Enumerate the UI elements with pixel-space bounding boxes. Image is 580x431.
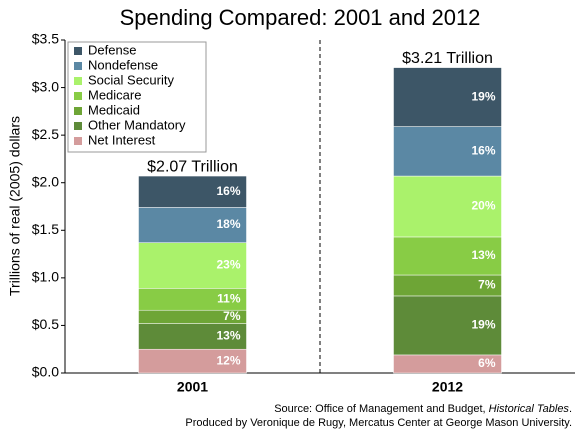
bar-segment — [393, 67, 502, 127]
share-label: 19% — [471, 318, 495, 332]
share-label: 18% — [216, 217, 240, 231]
source-text: Source: Office of Management and Budget, — [274, 403, 488, 415]
legend-label: Nondefense — [88, 57, 158, 72]
total-label: $3.21 Trillion — [402, 50, 493, 67]
legend-swatch — [74, 137, 82, 145]
share-label: 16% — [471, 143, 495, 157]
x-tick-label: 2012 — [432, 379, 463, 395]
legend-label: Medicare — [88, 87, 141, 102]
legend-swatch — [74, 92, 82, 100]
legend-label: Net Interest — [88, 132, 156, 147]
legend-label: Other Mandatory — [88, 117, 186, 132]
credit: Produced by Veronique de Rugy, Mercatus … — [185, 417, 572, 429]
share-label: 13% — [216, 329, 240, 343]
y-tick-label: $0.5 — [32, 316, 59, 332]
y-tick-label: $0.0 — [32, 364, 59, 380]
share-label: 12% — [216, 353, 240, 367]
legend-swatch — [74, 107, 82, 115]
bar-segment — [138, 323, 247, 350]
share-label: 7% — [223, 309, 241, 323]
legend-label: Defense — [88, 42, 136, 57]
legend-box — [67, 41, 207, 153]
y-tick-label: $1.5 — [32, 221, 59, 237]
y-tick-label: $1.0 — [32, 269, 59, 285]
legend-label: Medicaid — [88, 102, 140, 117]
y-tick-label: $2.0 — [32, 173, 59, 189]
share-label: 23% — [216, 258, 240, 272]
y-axis-label: Trillions of real (2005) dollars — [7, 116, 23, 296]
source: Source: Office of Management and Budget,… — [274, 403, 572, 415]
y-tick-label: $2.5 — [32, 126, 59, 142]
share-label: 13% — [471, 248, 495, 262]
source-suffix: . — [569, 403, 572, 415]
x-tick-label: 2001 — [177, 379, 208, 395]
share-label: 16% — [216, 184, 240, 198]
legend-label: Social Security — [88, 72, 174, 87]
legend-swatch — [74, 62, 82, 70]
legend-swatch — [74, 77, 82, 85]
chart-title: Spending Compared: 2001 and 2012 — [120, 5, 481, 30]
bar-segment — [138, 175, 247, 208]
bar-segment — [393, 295, 502, 356]
y-tick-label: $3.0 — [32, 78, 59, 94]
share-label: 6% — [478, 356, 496, 370]
legend-swatch — [74, 47, 82, 55]
bar-segment — [138, 242, 247, 289]
bar-segment — [393, 126, 502, 177]
y-tick-label: $3.5 — [32, 31, 59, 47]
share-label: 20% — [471, 199, 495, 213]
bar-segment — [393, 175, 502, 238]
share-label: 7% — [478, 278, 496, 292]
total-label: $2.07 Trillion — [147, 158, 238, 175]
bar-segment — [138, 207, 247, 243]
share-label: 11% — [217, 291, 241, 305]
legend-swatch — [74, 122, 82, 130]
source-italic: Historical Tables — [489, 403, 570, 415]
share-label: 19% — [471, 89, 495, 103]
